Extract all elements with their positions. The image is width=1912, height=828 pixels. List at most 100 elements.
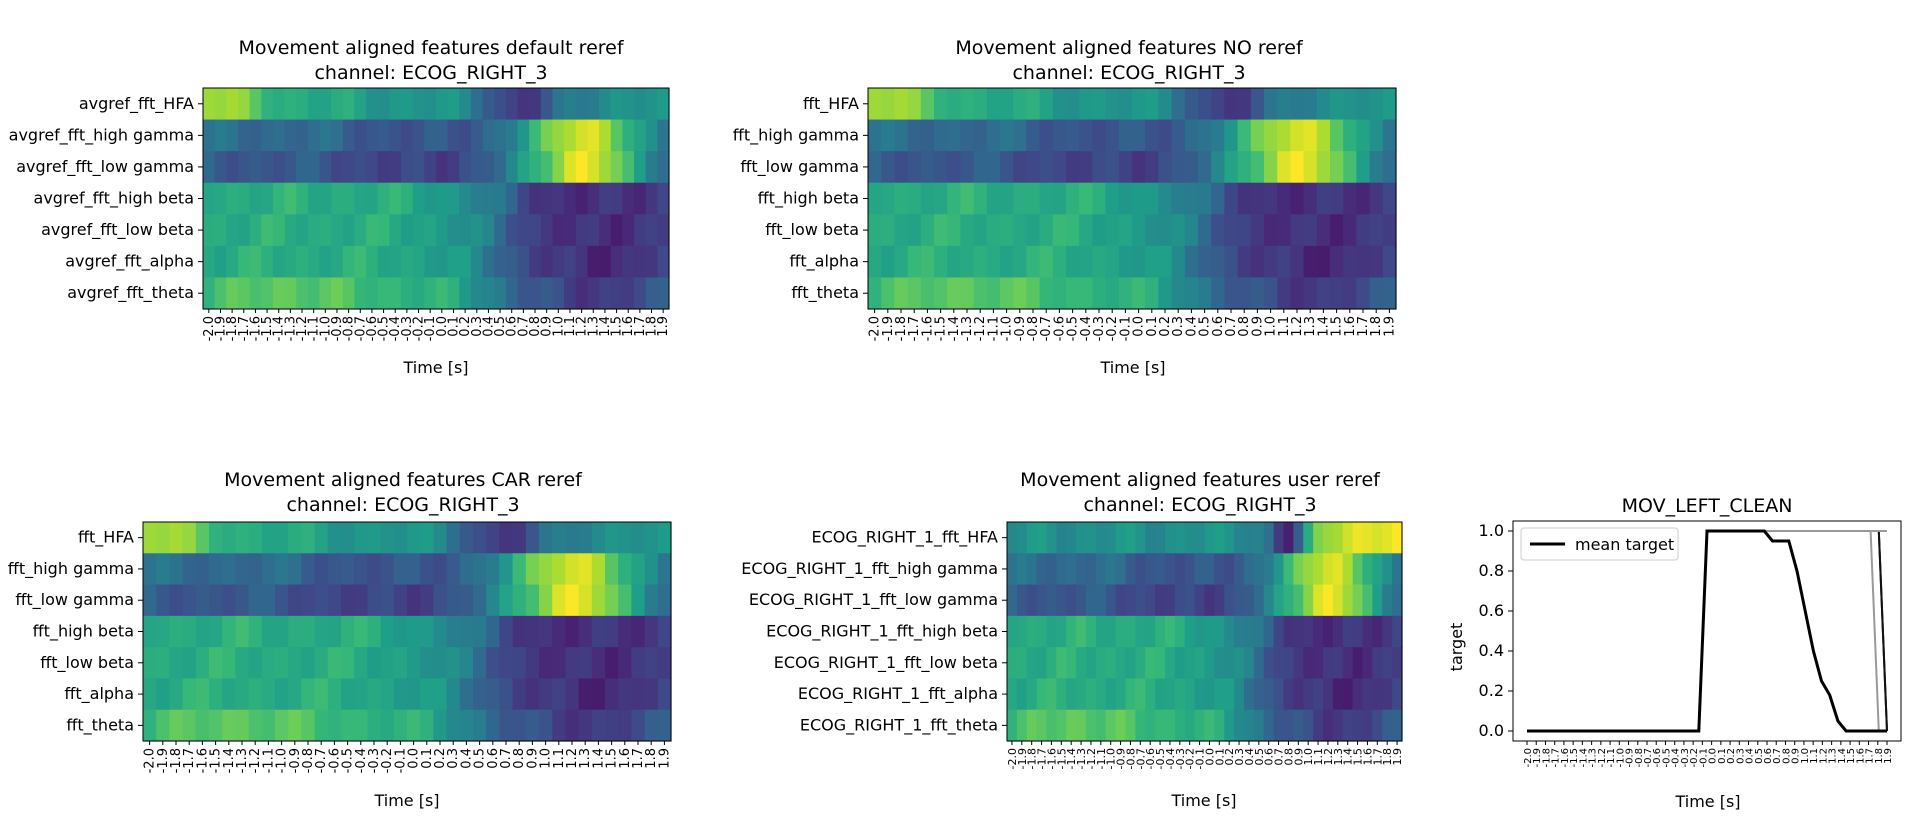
heatmap-cell — [331, 277, 344, 310]
heatmap-cell — [366, 214, 379, 247]
y-tick-label: 0.6 — [1479, 601, 1504, 620]
heatmap-cell — [599, 88, 612, 121]
heatmap-cell — [1026, 678, 1038, 711]
heatmap-cell — [182, 584, 197, 617]
heatmap-cell — [1184, 119, 1199, 152]
heatmap-cell — [342, 88, 356, 121]
heatmap-cell — [1277, 88, 1291, 121]
heatmap-cell — [1066, 277, 1080, 310]
heatmap-cell — [1145, 522, 1156, 554]
chart-title-line1: Movement aligned features user reref — [1020, 469, 1381, 491]
heatmap-cell — [1158, 214, 1173, 247]
heatmap-cell — [1313, 522, 1324, 554]
heatmap-cell — [1066, 522, 1077, 554]
heatmap-cell — [1145, 214, 1159, 247]
x-tick-label: 1.2 — [575, 316, 590, 337]
x-tick-label: 0.4 — [1243, 748, 1256, 766]
heatmap-cell — [1016, 709, 1028, 742]
heatmap-cell — [1250, 277, 1265, 310]
heatmap-cell — [447, 151, 460, 184]
heatmap-cell — [1118, 245, 1133, 279]
x-tick-label: -1.4 — [1578, 748, 1589, 768]
heatmap-cell — [1263, 522, 1275, 554]
heatmap-cell — [587, 182, 600, 215]
x-tick-label: -0.3 — [400, 316, 415, 341]
chart-title-line2: channel: ECOG_RIGHT_3 — [1012, 62, 1245, 84]
heatmap-cell — [424, 182, 437, 215]
heatmap-cell — [1352, 709, 1364, 742]
heatmap-cell — [1105, 615, 1117, 648]
x-tick-label: 0.2 — [1158, 316, 1173, 337]
heatmap-cell — [436, 119, 449, 152]
heatmap-cell — [645, 214, 658, 247]
heatmap-cell — [1330, 245, 1344, 279]
x-tick-label: -0.4 — [1164, 748, 1177, 769]
heatmap-cell — [1076, 678, 1087, 711]
heatmap-cell — [249, 245, 262, 279]
heatmap-cell — [222, 522, 236, 554]
heatmap-cell — [1253, 553, 1265, 586]
heatmap-cell — [412, 151, 425, 184]
x-tick-label: -1.8 — [1026, 748, 1039, 769]
heatmap-cell — [575, 119, 589, 152]
heatmap-cell — [494, 245, 507, 279]
heatmap-cell — [1095, 584, 1107, 617]
x-tick-label: 1.3 — [1332, 748, 1345, 766]
heatmap-cell — [1234, 678, 1245, 711]
heatmap-cell — [209, 584, 223, 617]
heatmap-cell — [203, 245, 216, 279]
heatmap-cell — [587, 151, 600, 184]
heatmap-cell — [222, 553, 236, 586]
heatmap-cell — [631, 522, 646, 554]
heatmap-cell — [1323, 615, 1334, 648]
heatmap-cell — [1198, 277, 1212, 310]
heatmap-cell — [631, 647, 646, 680]
heatmap-cell — [169, 615, 184, 648]
heatmap-cell — [1079, 245, 1093, 279]
x-tick-label: 0.0 — [1203, 748, 1216, 766]
x-tick-label: -0.3 — [1680, 748, 1691, 768]
heatmap-cell — [156, 647, 170, 680]
heatmap-cell — [605, 647, 619, 680]
heatmap-cell — [222, 647, 236, 680]
heatmap-cell — [473, 553, 487, 586]
heatmap-cell — [143, 584, 157, 617]
heatmap-cell — [1392, 553, 1403, 586]
heatmap-cell — [1026, 709, 1038, 742]
x-tick-label: -1.3 — [960, 316, 975, 341]
heatmap-cell — [446, 584, 461, 617]
heatmap-cell — [143, 615, 157, 648]
heatmap-cell — [1372, 709, 1383, 742]
heatmap-cell — [272, 119, 286, 152]
heatmap-cell — [261, 709, 276, 742]
heatmap-cell — [1277, 182, 1291, 215]
heatmap-cell — [1105, 214, 1120, 247]
heatmap-cell — [446, 553, 461, 586]
heatmap-cell — [366, 245, 379, 279]
heatmap-cell — [1158, 88, 1173, 121]
heatmap-cell — [920, 182, 935, 215]
heatmap-cell — [1135, 678, 1146, 711]
heatmap-cell — [1174, 584, 1186, 617]
heatmap-cell — [1198, 88, 1212, 121]
x-tick-label: -0.2 — [380, 748, 395, 773]
heatmap-cell — [296, 88, 309, 121]
heatmap-cell — [1086, 615, 1097, 648]
heatmap-cell — [1039, 88, 1054, 121]
heatmap-cell — [1263, 584, 1275, 617]
x-tick-label: 0.2 — [1726, 748, 1737, 764]
x-tick-label: 1.5 — [1846, 748, 1857, 764]
x-tick-label: -1.5 — [1055, 748, 1068, 769]
heatmap-cell — [248, 522, 263, 554]
heatmap-cell — [1184, 214, 1199, 247]
heatmap-cell — [1250, 182, 1265, 215]
heatmap-cell — [634, 151, 647, 184]
x-tick-label: 1.3 — [1828, 748, 1839, 764]
heatmap-cell — [143, 522, 157, 554]
heatmap-cell — [1066, 647, 1077, 680]
heatmap-cell — [1273, 709, 1285, 742]
heatmap-cell — [1323, 522, 1334, 554]
heatmap-cell — [1105, 182, 1120, 215]
heatmap-cell — [143, 709, 157, 742]
heatmap-cell — [1369, 245, 1384, 279]
